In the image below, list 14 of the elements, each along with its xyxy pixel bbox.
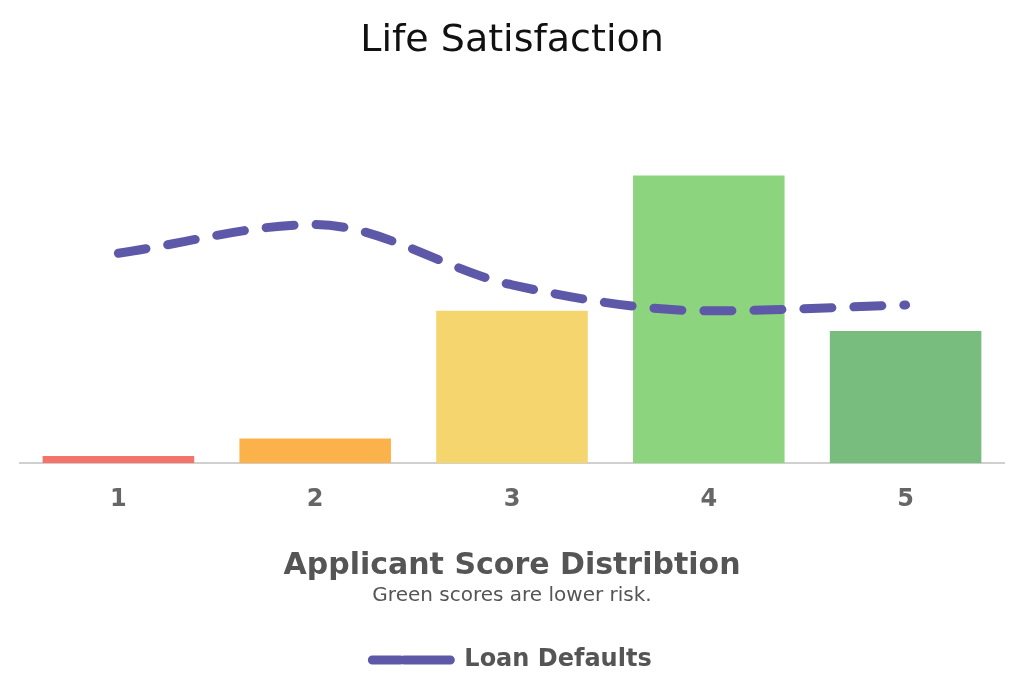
legend-label: Loan Defaults xyxy=(464,644,652,673)
bar xyxy=(436,310,588,464)
bar xyxy=(42,456,195,464)
x-tick-label: 1 xyxy=(110,483,127,512)
x-tick-label: 3 xyxy=(503,483,521,512)
x-axis-title: Applicant Score Distribtion xyxy=(283,545,741,581)
x-tick-label: 2 xyxy=(306,483,324,512)
chart-title: Life Satisfaction xyxy=(360,15,664,60)
text: Green scores are lower risk. xyxy=(372,582,652,607)
bar xyxy=(829,330,982,464)
bar xyxy=(633,175,785,464)
bar xyxy=(239,438,391,464)
x-tick-label: 5 xyxy=(897,483,914,512)
x-tick-label: 4 xyxy=(700,483,718,512)
